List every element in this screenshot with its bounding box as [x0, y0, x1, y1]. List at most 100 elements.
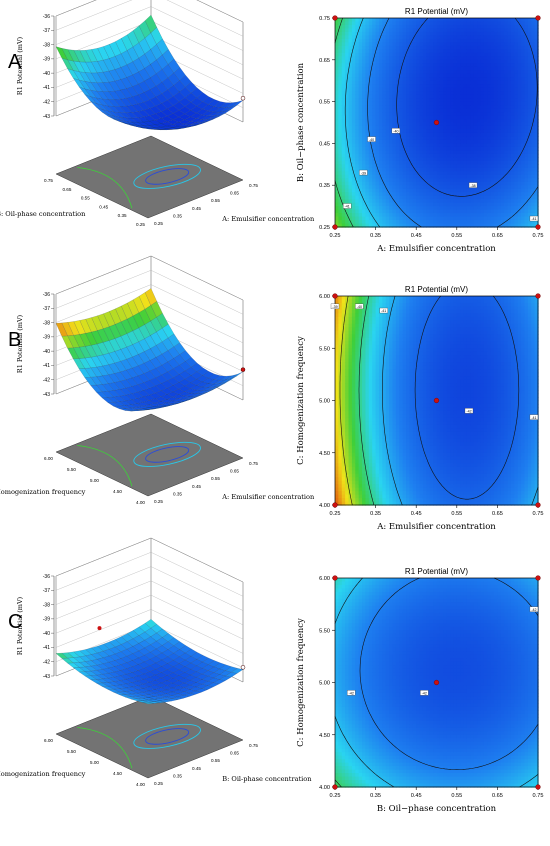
contour-cell — [365, 119, 370, 124]
contour-cell — [358, 487, 363, 492]
contour-cell — [345, 153, 350, 158]
contour-cell — [348, 484, 353, 489]
contour-cell — [362, 70, 367, 75]
contour-cell — [348, 452, 353, 457]
contour-cell — [439, 209, 444, 214]
contour-cell — [345, 160, 350, 165]
contour-cell — [351, 129, 356, 134]
contour-cell — [480, 139, 485, 144]
contour-cell — [345, 146, 350, 151]
contour-cell — [362, 223, 367, 228]
contour-cell — [372, 38, 377, 43]
contour-cell — [429, 38, 434, 43]
contour-cell — [399, 220, 404, 225]
contour-cell — [365, 52, 370, 57]
contour-cell — [368, 220, 373, 225]
contour-cell — [460, 42, 465, 47]
contour-cell — [419, 202, 424, 207]
contour-cell — [521, 49, 526, 54]
contour-cell — [348, 87, 353, 92]
contour-cell — [368, 445, 373, 450]
contour-cell — [450, 132, 455, 138]
contour-cell — [480, 108, 485, 113]
contour-cell — [368, 407, 373, 412]
contour-cell — [348, 403, 353, 409]
contour-cell — [409, 28, 414, 33]
contour-cell — [341, 59, 346, 64]
contour-cell — [521, 164, 526, 169]
contour-cell — [439, 105, 444, 110]
contour-cell — [348, 306, 353, 311]
contour-cell — [531, 24, 536, 30]
contour-cell — [368, 105, 373, 110]
contour-cell — [470, 153, 475, 158]
contour-cell — [521, 119, 526, 124]
contour-cell — [348, 84, 353, 89]
contour-cell — [521, 167, 526, 172]
contour-cell — [335, 150, 339, 155]
contour-cell — [365, 77, 370, 82]
contour-cell — [378, 49, 383, 54]
contour-cell — [409, 84, 414, 89]
contour-cell — [335, 52, 339, 57]
contour-cell — [368, 480, 373, 485]
contour-cell — [372, 119, 377, 124]
design-point — [332, 15, 338, 21]
contour-cell — [341, 91, 346, 96]
contour-cell — [368, 160, 373, 165]
contour-cell — [345, 143, 350, 148]
contour-cell — [500, 139, 505, 144]
contour-cell — [372, 153, 377, 158]
contour-cell — [338, 98, 343, 103]
contour-cell — [348, 390, 353, 395]
contour-cell — [355, 125, 360, 131]
y-tick-label: 0.45 — [319, 141, 330, 147]
contour-cell — [521, 188, 526, 193]
contour-cell — [362, 213, 367, 218]
contour-cell — [439, 91, 444, 96]
contour-cell — [531, 80, 536, 85]
contour-cell — [341, 115, 346, 120]
contour-cell — [480, 42, 485, 47]
contour-cell — [355, 185, 360, 190]
contour-cell — [345, 101, 350, 106]
design-point — [332, 224, 338, 230]
contour-cell — [500, 63, 505, 68]
contour-cell — [490, 73, 495, 78]
contour-cell — [368, 206, 373, 211]
contour-cell — [372, 223, 377, 228]
contour-cell — [389, 146, 394, 151]
contour-cell — [338, 330, 343, 335]
contour-cell — [500, 185, 505, 190]
contour-cell — [389, 80, 394, 85]
contour-cell — [348, 80, 353, 85]
contour-cell — [365, 206, 370, 211]
contour-cell — [521, 18, 526, 23]
contour-cell — [480, 31, 485, 37]
contour-cell — [439, 150, 444, 155]
contour-cell — [521, 73, 526, 78]
contour-cell — [419, 38, 424, 43]
contour-cell — [348, 125, 353, 131]
contour-cell — [450, 174, 455, 179]
contour-cell — [355, 143, 360, 148]
contour-cell — [362, 91, 367, 96]
contour-cell — [521, 209, 526, 214]
contour-cell — [399, 108, 404, 113]
contour-cell — [351, 119, 356, 124]
contour-cell — [510, 125, 515, 131]
contour-cell — [470, 129, 475, 134]
contour-cell — [338, 459, 343, 464]
contour-cell — [358, 316, 363, 321]
contour-cell — [450, 80, 455, 85]
contour-cell — [358, 35, 363, 40]
contour-cell — [429, 94, 434, 99]
contour-cell — [365, 31, 370, 37]
contour-cell — [355, 35, 360, 40]
contour-cell — [480, 174, 485, 179]
contour-cell — [368, 181, 373, 186]
contour-cell — [531, 31, 536, 37]
contour-cell — [355, 164, 360, 169]
contour-cell — [368, 477, 373, 482]
